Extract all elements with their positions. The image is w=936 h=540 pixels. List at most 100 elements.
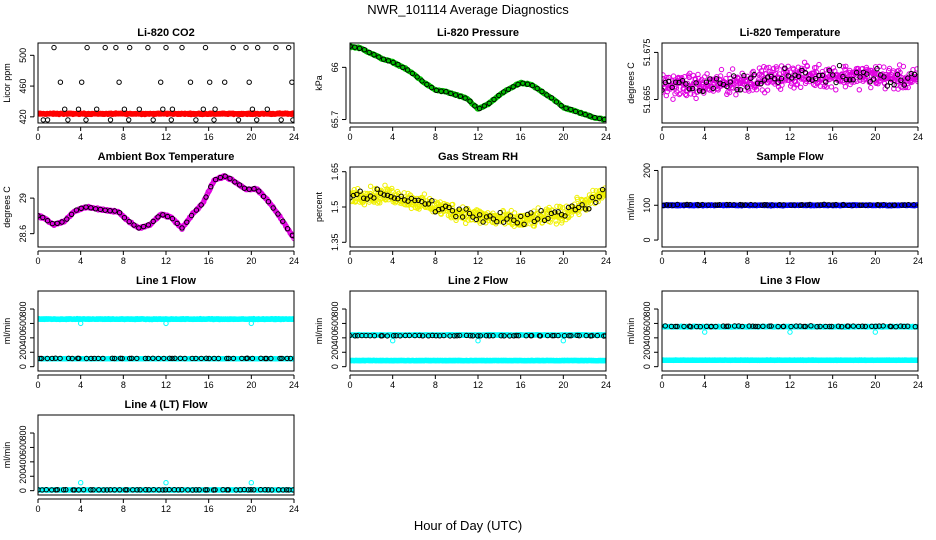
plot-frame	[661, 42, 919, 124]
data-point	[705, 202, 711, 208]
x-tick-label: 12	[161, 380, 171, 390]
data-point	[769, 202, 776, 208]
data-point	[476, 105, 483, 112]
x-tick-label: 16	[204, 380, 214, 390]
data-point	[284, 355, 290, 362]
data-point	[235, 117, 242, 123]
y-axis: 1.351.51.65	[330, 163, 347, 251]
data-point	[763, 65, 770, 71]
data-point	[737, 87, 744, 93]
data-point	[38, 213, 41, 219]
data-point	[579, 202, 585, 208]
y-tick-label: 460	[18, 79, 28, 94]
data-point	[771, 76, 778, 82]
data-point	[840, 73, 846, 80]
data-point	[361, 202, 368, 208]
data-point	[75, 106, 82, 112]
chart-title: Ambient Box Temperature	[98, 151, 235, 163]
data-point	[113, 44, 119, 51]
data-point	[773, 64, 779, 70]
data-point	[758, 80, 764, 87]
data-point	[816, 72, 822, 79]
data-point	[443, 89, 449, 95]
data-point	[232, 179, 238, 185]
data-point	[453, 213, 459, 220]
x-axis: 0 4 8 12 16 20 24	[347, 250, 611, 266]
x-tick-label: 0	[35, 256, 40, 266]
data-point	[850, 77, 856, 83]
data-point	[674, 201, 681, 208]
data-point	[500, 209, 507, 215]
data-point	[528, 210, 534, 216]
plot-frame	[349, 166, 607, 248]
data-point	[782, 65, 788, 72]
data-point	[436, 206, 442, 213]
data-point	[870, 76, 877, 82]
data-point	[409, 70, 416, 77]
data-point	[134, 355, 140, 362]
data-point	[544, 92, 550, 98]
data-point	[354, 191, 360, 198]
data-point	[753, 87, 760, 93]
data-point	[116, 210, 123, 216]
data-point	[754, 80, 761, 86]
data-point	[203, 355, 210, 361]
data-point	[729, 66, 736, 72]
data-point	[905, 75, 911, 81]
x-tick-label: 24	[289, 132, 299, 142]
data-point	[169, 355, 175, 362]
data-point	[559, 220, 565, 226]
y-axis: 28.629	[18, 193, 35, 243]
data-point	[819, 72, 826, 79]
plot-area	[38, 173, 294, 242]
data-point	[246, 79, 252, 85]
data-point	[804, 202, 811, 208]
plot-frame	[37, 42, 295, 124]
data-point	[453, 217, 459, 224]
data-point	[881, 64, 887, 70]
data-point	[764, 87, 771, 93]
data-point	[737, 201, 743, 208]
data-point	[404, 67, 411, 73]
y-tick-label: 100	[642, 198, 652, 213]
chart-title: Sample Flow	[756, 151, 824, 163]
data-point	[457, 93, 464, 100]
x-tick-label: 24	[601, 132, 611, 142]
x-tick-label: 8	[433, 256, 438, 266]
data-point	[109, 355, 116, 361]
data-point	[40, 117, 46, 123]
data-point	[804, 63, 811, 70]
data-point	[69, 355, 75, 362]
data-point	[762, 202, 768, 208]
data-point	[500, 219, 507, 225]
data-point	[361, 47, 368, 53]
data-point	[350, 43, 353, 49]
data-point	[690, 85, 696, 92]
data-point	[500, 89, 507, 95]
x-tick-label: 12	[161, 132, 171, 142]
data-point	[381, 192, 387, 198]
data-point	[424, 81, 430, 88]
data-point	[830, 65, 837, 71]
y-tick-label: 800	[18, 302, 28, 317]
x-tick-label: 24	[913, 132, 923, 142]
data-point	[119, 355, 125, 362]
y-tick-label: 28.6	[18, 225, 28, 243]
data-point	[670, 96, 676, 102]
data-point	[364, 196, 370, 202]
data-point	[127, 44, 133, 51]
data-point	[553, 221, 560, 227]
data-point	[505, 86, 512, 93]
x-tick-label: 20	[246, 132, 256, 142]
data-point	[847, 77, 853, 83]
series-2	[38, 355, 294, 362]
data-point	[389, 188, 395, 194]
data-point	[371, 52, 377, 58]
y-tick-label: 200	[18, 345, 28, 360]
x-tick-label: 8	[121, 380, 126, 390]
data-point	[592, 114, 598, 121]
data-point	[577, 110, 584, 116]
data-point	[596, 194, 602, 200]
